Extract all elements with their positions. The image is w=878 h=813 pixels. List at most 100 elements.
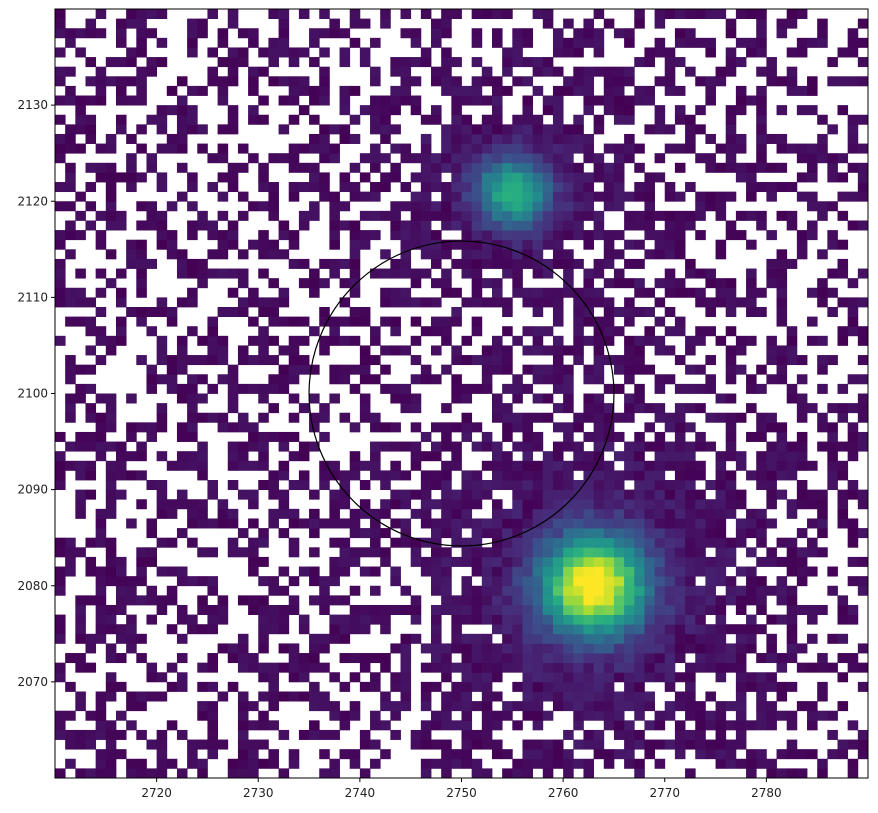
heatmap-cell — [664, 566, 676, 577]
heatmap-cell — [55, 431, 66, 442]
heatmap-cell — [400, 143, 412, 154]
heatmap-cell — [725, 441, 737, 452]
heatmap-cell — [817, 768, 828, 779]
heatmap-cell — [451, 624, 462, 635]
heatmap-cell — [634, 18, 645, 29]
heatmap-cell — [197, 758, 208, 769]
heatmap-cell — [522, 768, 534, 779]
heatmap-cell — [451, 345, 462, 356]
heatmap-cell — [227, 182, 239, 193]
heatmap-cell — [695, 37, 706, 48]
heatmap-cell — [695, 508, 706, 519]
heatmap-cell — [207, 653, 218, 664]
heatmap-cell — [390, 643, 401, 654]
heatmap-cell — [542, 451, 554, 462]
heatmap-cell — [857, 143, 869, 154]
heatmap-cell — [95, 749, 107, 760]
heatmap-cell — [278, 585, 290, 596]
heatmap-cell — [552, 595, 564, 606]
heatmap-cell — [380, 547, 391, 558]
heatmap-cell — [55, 143, 66, 154]
heatmap-cell — [766, 451, 777, 462]
heatmap-cell — [552, 566, 564, 577]
heatmap-cell — [573, 624, 584, 635]
heatmap-cell — [593, 470, 605, 481]
heatmap-cell — [471, 595, 483, 606]
heatmap-cell — [593, 547, 605, 558]
heatmap-cell — [847, 316, 859, 327]
heatmap-cell — [339, 480, 351, 491]
heatmap-cell — [207, 614, 218, 625]
heatmap-cell — [248, 556, 259, 567]
heatmap-cell — [258, 624, 269, 635]
heatmap-cell — [319, 768, 330, 779]
heatmap-cell — [624, 739, 635, 750]
heatmap-cell — [624, 614, 635, 625]
heatmap-cell — [624, 489, 635, 500]
heatmap-cell — [857, 76, 869, 87]
heatmap-cell — [715, 201, 727, 212]
heatmap-cell — [207, 720, 218, 731]
heatmap-cell — [288, 76, 300, 87]
heatmap-cell — [380, 268, 391, 279]
heatmap-cell — [65, 681, 76, 692]
heatmap-cell — [674, 191, 686, 202]
heatmap-cell — [491, 595, 503, 606]
heatmap-cell — [512, 460, 523, 471]
heatmap-cell — [654, 451, 666, 462]
heatmap-cell — [258, 114, 269, 125]
heatmap-cell — [329, 489, 340, 500]
heatmap-cell — [288, 508, 300, 519]
heatmap-cell — [187, 172, 198, 183]
heatmap-cell — [532, 508, 544, 519]
heatmap-cell — [359, 345, 371, 356]
heatmap-cell — [451, 210, 462, 221]
heatmap-cell — [603, 297, 615, 308]
heatmap-cell — [268, 335, 279, 346]
heatmap-cell — [746, 624, 757, 635]
heatmap-cell — [319, 576, 330, 587]
heatmap-cell — [512, 499, 523, 510]
heatmap-cell — [471, 672, 483, 683]
heatmap-cell — [431, 249, 442, 260]
heatmap-cell — [695, 191, 706, 202]
heatmap-cell — [248, 383, 259, 394]
heatmap-cell — [563, 191, 574, 202]
heatmap-cell — [95, 306, 107, 317]
heatmap-cell — [542, 489, 554, 500]
heatmap-cell — [593, 114, 605, 125]
heatmap-cell — [786, 595, 798, 606]
heatmap-cell — [370, 451, 381, 462]
heatmap-cell — [573, 710, 584, 721]
heatmap-cell — [796, 556, 808, 567]
heatmap-cell — [491, 556, 503, 567]
heatmap-cell — [359, 105, 371, 116]
heatmap-cell — [278, 441, 290, 452]
heatmap-cell — [431, 739, 442, 750]
heatmap-cell — [197, 508, 208, 519]
heatmap-cell — [217, 230, 229, 241]
heatmap-cell — [542, 604, 554, 615]
heatmap-cell — [431, 422, 442, 433]
heatmap-cell — [573, 143, 584, 154]
heatmap-cell — [370, 566, 381, 577]
heatmap-cell — [370, 76, 381, 87]
heatmap-cell — [105, 547, 117, 558]
heatmap-cell — [217, 37, 229, 48]
heatmap-cell — [75, 393, 86, 404]
heatmap-cell — [75, 662, 86, 673]
heatmap-cell — [695, 153, 706, 164]
heatmap-cell — [339, 556, 351, 567]
heatmap-cell — [695, 518, 706, 529]
heatmap-cell — [349, 422, 361, 433]
heatmap-cell — [624, 306, 635, 317]
heatmap-cell — [309, 633, 320, 644]
heatmap-cell — [685, 518, 696, 529]
heatmap-cell — [431, 210, 442, 221]
heatmap-cell — [278, 316, 290, 327]
heatmap-cell — [166, 230, 178, 241]
y-tick-label: 2120 — [17, 194, 48, 208]
heatmap-cell — [624, 258, 635, 269]
heatmap-cell — [674, 230, 686, 241]
heatmap-cell — [685, 633, 696, 644]
